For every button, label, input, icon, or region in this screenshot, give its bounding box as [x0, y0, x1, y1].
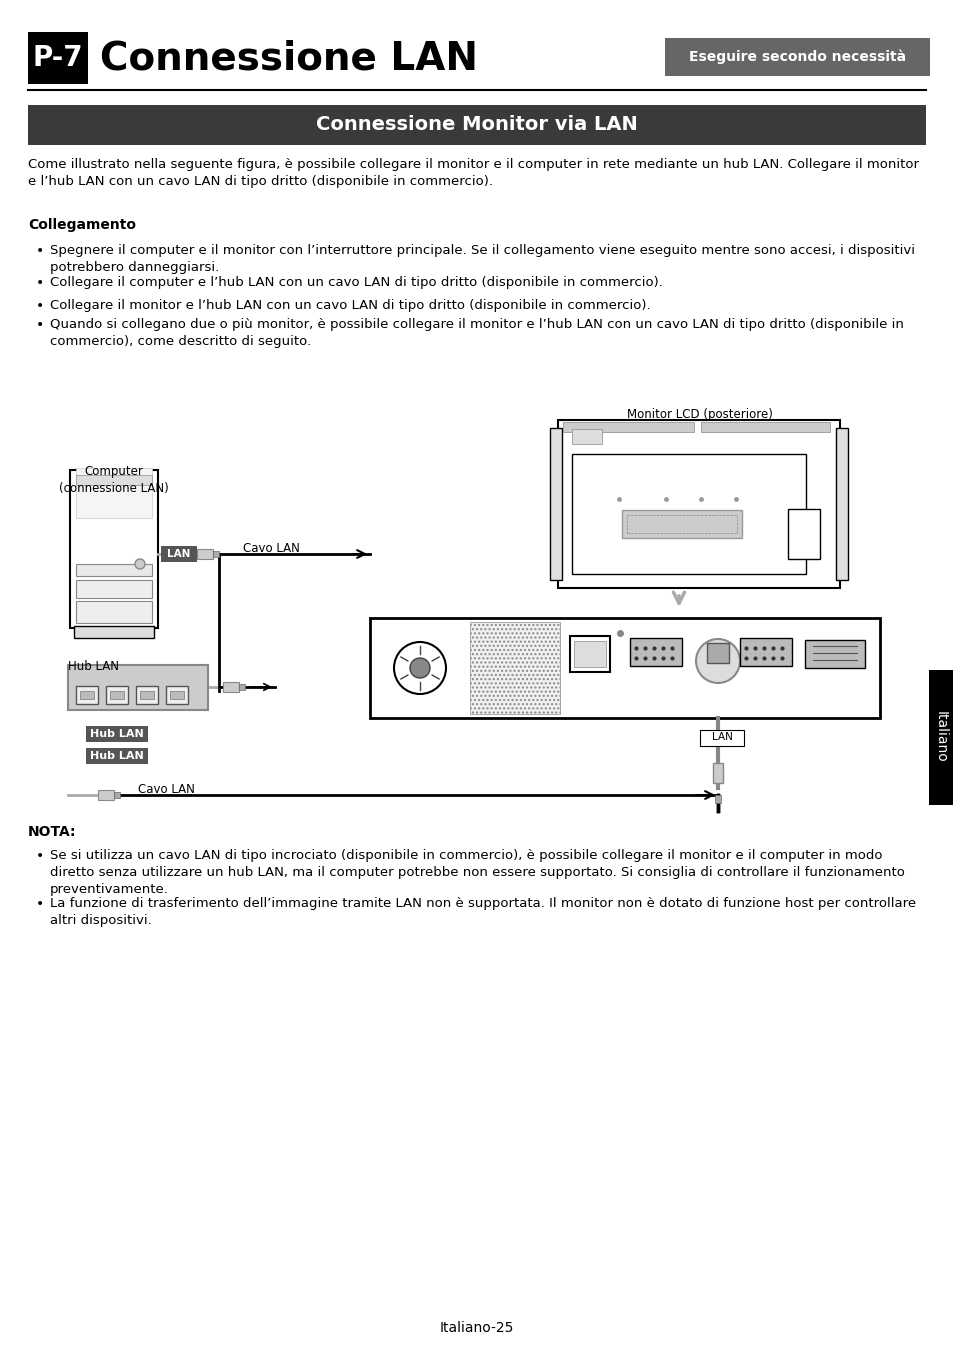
Bar — [110, 691, 124, 699]
Circle shape — [394, 643, 446, 694]
Bar — [136, 686, 158, 703]
Bar — [629, 639, 681, 666]
Text: Se si utilizza un cavo LAN di tipo incrociato (disponibile in commercio), è poss: Se si utilizza un cavo LAN di tipo incro… — [50, 849, 904, 896]
Bar — [706, 643, 728, 663]
Bar — [76, 564, 152, 576]
Text: P-7: P-7 — [32, 45, 83, 72]
Text: Italiano: Italiano — [933, 711, 947, 763]
Bar — [714, 795, 720, 803]
Bar — [86, 748, 148, 764]
Bar — [712, 763, 722, 783]
Text: Eseguire secondo necessità: Eseguire secondo necessità — [688, 50, 905, 65]
Bar — [80, 691, 94, 699]
Text: LAN: LAN — [711, 732, 732, 742]
Bar — [161, 545, 196, 562]
Text: Collegare il monitor e l’hub LAN con un cavo LAN di tipo dritto (disponibile in : Collegare il monitor e l’hub LAN con un … — [50, 298, 650, 312]
Text: •: • — [36, 244, 44, 258]
Bar — [28, 32, 88, 84]
Bar — [804, 640, 864, 668]
Circle shape — [410, 657, 430, 678]
Bar — [106, 686, 128, 703]
Bar — [98, 790, 113, 801]
Bar — [787, 509, 820, 559]
Text: •: • — [36, 275, 44, 290]
Bar — [700, 730, 743, 747]
Bar — [700, 423, 829, 432]
Bar — [928, 670, 953, 805]
Bar — [70, 470, 158, 628]
Bar — [76, 580, 152, 598]
Bar — [626, 514, 737, 533]
Bar — [740, 639, 791, 666]
Text: NOTA:: NOTA: — [28, 825, 76, 838]
Bar — [572, 429, 601, 444]
Bar — [835, 428, 847, 580]
Bar — [76, 468, 152, 518]
Text: Collegamento: Collegamento — [28, 217, 136, 232]
Text: Collegare il computer e l’hub LAN con un cavo LAN di tipo dritto (disponibile in: Collegare il computer e l’hub LAN con un… — [50, 275, 662, 289]
Text: Italiano-25: Italiano-25 — [439, 1322, 514, 1335]
Text: Cavo LAN: Cavo LAN — [243, 541, 299, 555]
Bar — [558, 420, 840, 589]
Text: •: • — [36, 896, 44, 911]
Bar — [239, 684, 245, 690]
Bar — [572, 454, 805, 574]
Text: Hub LAN: Hub LAN — [68, 660, 119, 674]
Text: Connessione Monitor via LAN: Connessione Monitor via LAN — [315, 116, 638, 135]
Bar — [470, 622, 559, 714]
Text: Monitor LCD (posteriore): Monitor LCD (posteriore) — [626, 408, 772, 421]
Text: Computer
(connessione LAN): Computer (connessione LAN) — [59, 464, 169, 495]
Text: Spegnere il computer e il monitor con l’interruttore principale. Se il collegame: Spegnere il computer e il monitor con l’… — [50, 244, 914, 274]
Bar — [170, 691, 184, 699]
Bar — [28, 105, 925, 144]
Text: Connessione LAN: Connessione LAN — [100, 39, 477, 77]
Text: Hub LAN: Hub LAN — [90, 729, 144, 738]
Text: Quando si collegano due o più monitor, è possibile collegare il monitor e l’hub : Quando si collegano due o più monitor, è… — [50, 319, 902, 348]
Bar — [664, 38, 929, 76]
Text: •: • — [36, 849, 44, 863]
Bar — [113, 792, 120, 798]
Bar — [621, 510, 741, 539]
Text: Come illustrato nella seguente figura, è possibile collegare il monitor e il com: Come illustrato nella seguente figura, è… — [28, 158, 918, 188]
Bar — [370, 618, 879, 718]
Bar — [76, 475, 152, 485]
Bar — [223, 682, 239, 693]
Bar — [68, 666, 208, 710]
Text: •: • — [36, 319, 44, 332]
Text: La funzione di trasferimento dell’immagine tramite LAN non è supportata. Il moni: La funzione di trasferimento dell’immagi… — [50, 896, 915, 927]
Bar — [562, 423, 693, 432]
Circle shape — [135, 559, 145, 568]
Bar — [166, 686, 188, 703]
Bar — [550, 428, 561, 580]
Bar — [569, 636, 609, 672]
Bar — [74, 626, 153, 639]
Text: •: • — [36, 298, 44, 313]
Text: LAN: LAN — [167, 549, 191, 559]
Bar — [140, 691, 153, 699]
Text: Hub LAN: Hub LAN — [90, 751, 144, 761]
Circle shape — [696, 639, 740, 683]
Bar — [86, 726, 148, 743]
Bar — [76, 686, 98, 703]
Bar — [213, 551, 219, 558]
Bar — [76, 601, 152, 622]
Bar — [574, 641, 605, 667]
Bar — [196, 549, 213, 559]
Text: Cavo LAN: Cavo LAN — [138, 783, 194, 796]
